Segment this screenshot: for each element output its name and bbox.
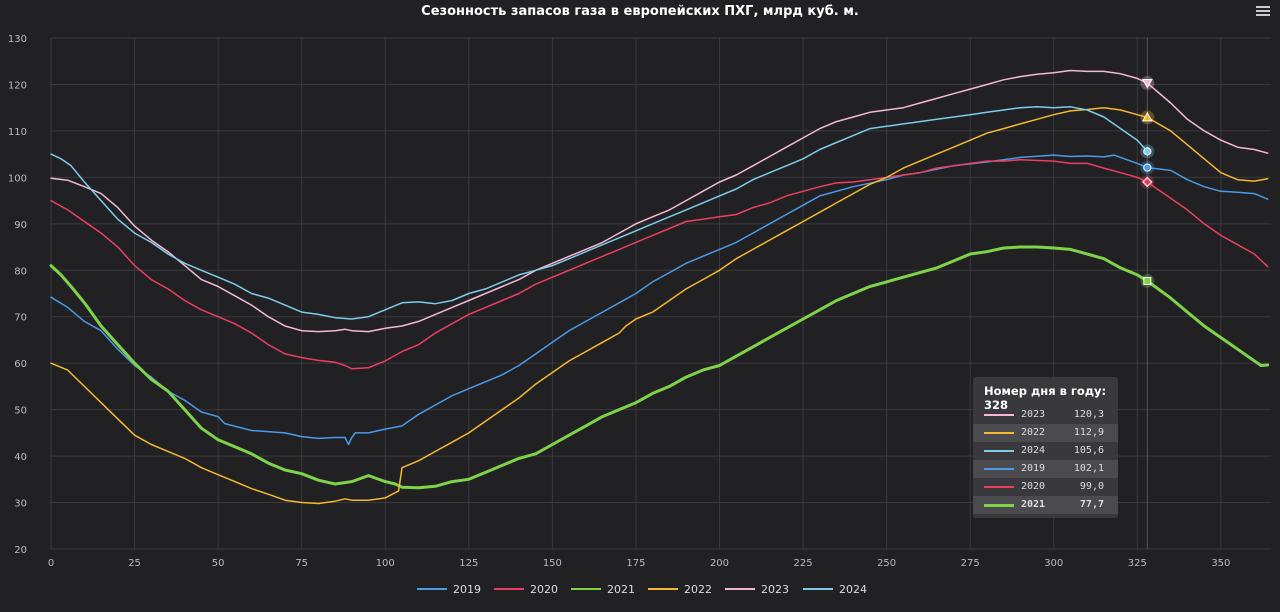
y-tick-label: 80 — [14, 266, 27, 277]
chart-title: Сезонность запасов газа в европейских ПХ… — [421, 4, 859, 19]
series-line-2019 — [50, 154, 1269, 446]
series-line-2022 — [50, 106, 1269, 505]
x-tick-label: 225 — [794, 558, 813, 569]
y-tick-label: 90 — [14, 220, 27, 231]
tooltip-series-value: 120,3 — [1073, 409, 1104, 420]
series-line-2023 — [50, 69, 1269, 333]
legend-item-2020[interactable]: 2020 — [530, 583, 558, 596]
x-tick-label: 200 — [710, 558, 729, 569]
tooltip-row: 2021 77,7 — [973, 496, 1118, 514]
tooltip-series-value: 77,7 — [1079, 499, 1104, 510]
y-tick-label: 30 — [14, 499, 27, 510]
menu-icon[interactable] — [1256, 6, 1270, 16]
x-tick-label: 0 — [48, 558, 54, 569]
x-tick-label: 350 — [1211, 558, 1230, 569]
marker-2021 — [1143, 276, 1152, 285]
tooltip-swatch — [984, 414, 1014, 416]
x-tick-label: 25 — [128, 558, 141, 569]
x-tick-label: 175 — [626, 558, 645, 569]
x-tick-label: 150 — [543, 558, 562, 569]
tooltip-swatch — [984, 504, 1014, 507]
tooltip: Номер дня в году: 328 2023 120,3 2022 11… — [973, 377, 1118, 518]
tooltip-header: Номер дня в году: 328 — [984, 384, 1107, 412]
tooltip-series-value: 102,1 — [1073, 463, 1104, 474]
tooltip-row: 2019 102,1 — [973, 460, 1118, 478]
marker-2023 — [1141, 79, 1153, 89]
tooltip-row: 2022 112,9 — [973, 424, 1118, 442]
x-tick-label: 300 — [1044, 558, 1063, 569]
tooltip-series-name: 2021 — [1021, 499, 1046, 510]
tooltip-series-name: 2020 — [1021, 481, 1046, 492]
series-line-2024 — [50, 106, 1149, 320]
tooltip-series-value: 112,9 — [1073, 427, 1104, 438]
series-line-2020 — [50, 158, 1269, 370]
legend-item-2022[interactable]: 2022 — [684, 583, 712, 596]
legend-item-2019[interactable]: 2019 — [453, 583, 481, 596]
y-tick-label: 120 — [8, 80, 27, 91]
x-tick-label: 75 — [295, 558, 308, 569]
marker-2024 — [1143, 147, 1152, 156]
tooltip-series-name: 2019 — [1021, 463, 1046, 474]
y-tick-label: 20 — [14, 545, 27, 556]
tooltip-row: 2020 99,0 — [973, 478, 1118, 496]
y-tick-label: 50 — [14, 406, 27, 417]
tooltip-swatch — [984, 468, 1014, 470]
y-tick-label: 70 — [14, 313, 27, 324]
tooltip-row: 2023 120,3 — [973, 406, 1118, 424]
legend-item-2021[interactable]: 2021 — [607, 583, 635, 596]
marker-2022 — [1141, 111, 1153, 122]
x-tick-label: 50 — [212, 558, 225, 569]
x-tick-label: 125 — [459, 558, 478, 569]
x-tick-label: 250 — [877, 558, 896, 569]
x-tick-label: 325 — [1128, 558, 1147, 569]
marker-2019 — [1143, 163, 1152, 172]
y-tick-label: 130 — [8, 34, 27, 45]
y-tick-label: 100 — [8, 173, 27, 184]
tooltip-series-value: 105,6 — [1073, 445, 1104, 456]
tooltip-swatch — [984, 432, 1014, 434]
tooltip-swatch — [984, 450, 1014, 452]
tooltip-series-value: 99,0 — [1079, 481, 1104, 492]
tooltip-series-name: 2024 — [1021, 445, 1046, 456]
series-line-2021 — [49, 245, 1270, 490]
tooltip-series-name: 2022 — [1021, 427, 1046, 438]
tooltip-series-name: 2023 — [1021, 409, 1046, 420]
y-tick-label: 110 — [8, 127, 27, 138]
y-tick-label: 60 — [14, 359, 27, 370]
tooltip-swatch — [984, 486, 1014, 488]
x-tick-label: 100 — [376, 558, 395, 569]
tooltip-row: 2024 105,6 — [973, 442, 1118, 460]
y-tick-label: 40 — [14, 452, 27, 463]
legend-item-2023[interactable]: 2023 — [761, 583, 789, 596]
marker-2020 — [1142, 176, 1153, 188]
legend-item-2024[interactable]: 2024 — [839, 583, 867, 596]
x-tick-label: 275 — [961, 558, 980, 569]
